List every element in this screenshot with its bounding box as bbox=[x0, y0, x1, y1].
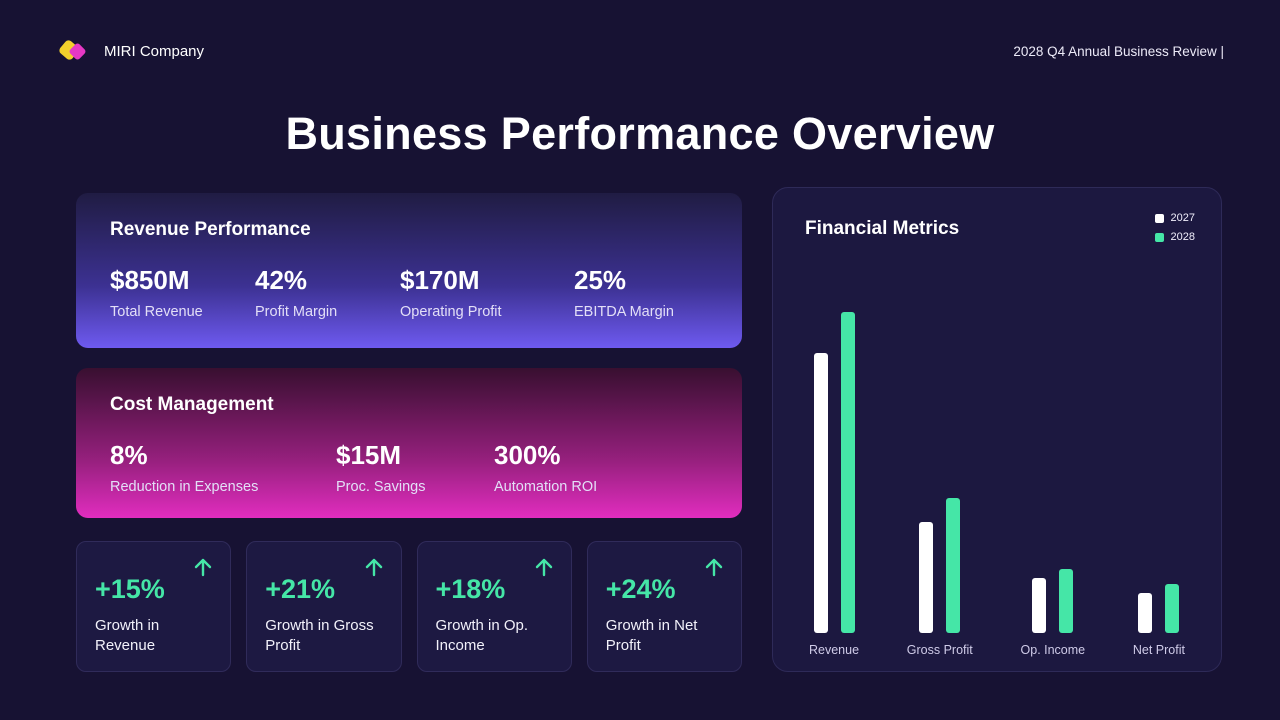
revenue-metrics: $850M Total Revenue 42% Profit Margin $1… bbox=[110, 265, 708, 320]
up-arrow-icon bbox=[705, 558, 723, 577]
metric-automation-roi: 300% Automation ROI bbox=[494, 440, 597, 495]
chart-legend: 2027 2028 bbox=[1154, 212, 1195, 243]
bar-2028-revenue bbox=[840, 312, 855, 633]
cost-card-title: Cost Management bbox=[110, 394, 274, 415]
growth-card-net-profit: +24% Growth in Net Profit bbox=[586, 541, 742, 672]
company-logo-icon bbox=[57, 37, 90, 65]
growth-label: Growth in Net Profit bbox=[605, 617, 698, 654]
bar-2027-gross-profit bbox=[919, 522, 934, 633]
bar-2028-net-profit bbox=[1165, 584, 1180, 633]
bar-group-revenue: Revenue bbox=[809, 312, 859, 657]
bar-group-gross-profit: Gross Profit bbox=[907, 498, 973, 657]
slide-header: MIRI Company 2028 Q4 Annual Business Rev… bbox=[57, 30, 1224, 72]
bar-pair bbox=[919, 498, 961, 633]
metric-value: $850M bbox=[110, 265, 190, 295]
chart-title: Financial Metrics bbox=[805, 218, 960, 239]
cost-metrics: 8% Reduction in Expenses $15M Proc. Savi… bbox=[110, 440, 708, 495]
metric-value: 300% bbox=[494, 440, 561, 470]
bar-pair bbox=[1138, 584, 1180, 633]
legend-item-2027: 2027 bbox=[1154, 212, 1195, 224]
bar-group-op-income: Op. Income bbox=[1020, 569, 1086, 657]
legend-label: 2027 bbox=[1170, 212, 1195, 224]
bar-2027-net-profit bbox=[1138, 593, 1153, 633]
metric-value: $15M bbox=[336, 440, 402, 470]
page-title: Business Performance Overview bbox=[285, 108, 995, 159]
bar-2027-revenue bbox=[813, 353, 828, 633]
growth-label: Growth in Revenue bbox=[95, 617, 160, 654]
growth-value: +24% bbox=[605, 574, 676, 604]
metric-operating-profit: $170M Operating Profit bbox=[400, 265, 546, 320]
legend-swatch bbox=[1154, 232, 1164, 242]
cost-management-card: Cost Management 8% Reduction in Expenses… bbox=[76, 368, 742, 518]
up-arrow-icon bbox=[535, 558, 552, 577]
bar-group-net-profit: Net Profit bbox=[1133, 584, 1185, 657]
bar-category-label: Net Profit bbox=[1132, 643, 1185, 657]
up-arrow-icon bbox=[365, 558, 382, 577]
metric-value: $170M bbox=[400, 265, 480, 295]
metric-label: Proc. Savings bbox=[336, 479, 426, 495]
metric-label: Automation ROI bbox=[494, 479, 598, 495]
bar-chart: Revenue Gross Profit Op. Income Net Profit bbox=[809, 312, 1185, 657]
metric-label: Reduction in Expenses bbox=[110, 479, 259, 495]
bar-2028-gross-profit bbox=[946, 498, 961, 633]
growth-value: +18% bbox=[435, 574, 506, 604]
metric-value: 42% bbox=[255, 265, 308, 295]
bar-category-label: Gross Profit bbox=[906, 643, 973, 657]
metric-label: EBITDA Margin bbox=[574, 304, 674, 320]
company-name: MIRI Company bbox=[104, 42, 205, 60]
bar-2028-op-income bbox=[1059, 569, 1074, 633]
bar-2027-op-income bbox=[1032, 578, 1047, 633]
metric-value: 8% bbox=[110, 440, 148, 470]
metric-total-revenue: $850M Total Revenue bbox=[110, 265, 227, 320]
bar-category-label: Op. Income bbox=[1020, 643, 1086, 657]
up-arrow-icon bbox=[195, 558, 212, 577]
bar-pair bbox=[1032, 569, 1074, 633]
revenue-card-title: Revenue Performance bbox=[110, 219, 311, 240]
metric-label: Total Revenue bbox=[110, 304, 203, 320]
metric-label: Profit Margin bbox=[255, 304, 338, 320]
growth-card-gross-profit: +21% Growth in Gross Profit bbox=[246, 541, 402, 672]
metric-value: 25% bbox=[574, 265, 627, 295]
legend-item-2028: 2028 bbox=[1154, 231, 1195, 243]
bar-category-label: Revenue bbox=[809, 643, 860, 657]
metric-ebitda-margin: 25% EBITDA Margin bbox=[574, 265, 674, 320]
metric-proc-savings: $15M Proc. Savings bbox=[336, 440, 466, 495]
review-title: 2028 Q4 Annual Business Review | bbox=[1013, 43, 1224, 59]
metric-expense-reduction: 8% Reduction in Expenses bbox=[110, 440, 308, 495]
growth-card-op-income: +18% Growth in Op. Income bbox=[416, 541, 572, 672]
brand: MIRI Company bbox=[57, 37, 205, 65]
growth-cards-row: +15% Growth in Revenue +21% Growth in Gr… bbox=[76, 541, 742, 672]
legend-label: 2028 bbox=[1170, 231, 1195, 243]
revenue-performance-card: Revenue Performance $850M Total Revenue … bbox=[76, 193, 742, 348]
growth-label: Growth in Op. Income bbox=[435, 617, 529, 654]
bar-pair bbox=[813, 312, 855, 633]
growth-value: +21% bbox=[265, 574, 336, 604]
legend-swatch bbox=[1154, 213, 1164, 223]
metric-profit-margin: 42% Profit Margin bbox=[255, 265, 372, 320]
growth-value: +15% bbox=[95, 574, 165, 604]
financial-metrics-card: Financial Metrics 2027 2028 Revenue Gross … bbox=[772, 187, 1222, 672]
growth-card-revenue: +15% Growth in Revenue bbox=[76, 541, 232, 672]
metric-label: Operating Profit bbox=[400, 304, 502, 320]
growth-label: Growth in Gross Profit bbox=[265, 617, 374, 654]
